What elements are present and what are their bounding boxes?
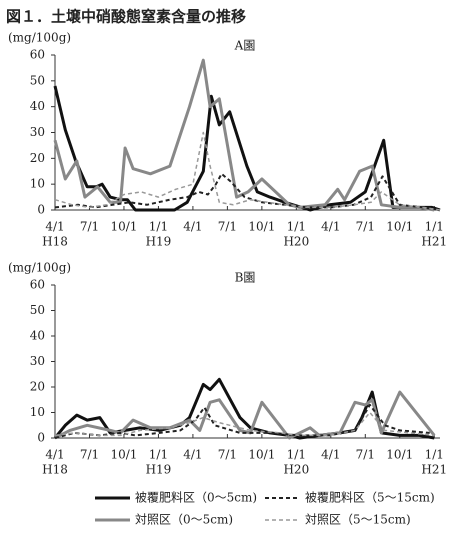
y-axis-label: (mg/100g) (8, 31, 71, 45)
y-tick-label: 50 (30, 73, 45, 87)
series-line (53, 58, 435, 212)
year-label: H18 (42, 235, 68, 249)
x-tick-label: 4/1 (321, 220, 340, 234)
y-tick-label: 40 (30, 99, 45, 113)
panel-title: B園 (235, 271, 256, 285)
year-label: H21 (421, 235, 447, 249)
legend-label: 対照区（5～15cm) (305, 513, 411, 527)
y-tick-label: 20 (30, 380, 45, 394)
y-tick-label: 20 (30, 151, 45, 165)
legend-label: 対照区（0～5cm) (135, 513, 233, 527)
year-label: H20 (283, 463, 309, 477)
y-tick-label: 30 (30, 125, 45, 139)
panel-title: A園 (234, 39, 256, 53)
x-tick-label: 4/1 (183, 220, 202, 234)
figure-title: 図１．土壌中硝酸態窒素含量の推移 (6, 8, 246, 26)
x-tick-label: 7/1 (218, 220, 237, 234)
x-tick-label: 7/1 (80, 448, 99, 462)
series-line (53, 85, 441, 212)
x-tick-label: 10/1 (386, 448, 413, 462)
x-tick-label: 1/1 (425, 448, 444, 462)
y-tick-label: 30 (30, 354, 45, 368)
x-tick-label: 7/1 (356, 448, 375, 462)
x-tick-label: 4/1 (183, 448, 202, 462)
y-tick-label: 50 (30, 303, 45, 317)
year-label: H19 (146, 235, 172, 249)
year-label: H21 (421, 463, 447, 477)
x-tick-label: 1/1 (425, 220, 444, 234)
legend-label: 被覆肥料区（0～5cm) (135, 491, 257, 505)
y-tick-label: 10 (30, 405, 45, 419)
year-label: H18 (42, 463, 68, 477)
x-tick-label: 10/1 (386, 220, 413, 234)
x-tick-label: 10/1 (248, 448, 275, 462)
series-line (54, 403, 430, 439)
x-tick-label: 10/1 (248, 220, 275, 234)
y-tick-label: 60 (30, 48, 45, 62)
x-tick-label: 1/1 (287, 448, 306, 462)
x-tick-label: 4/1 (45, 220, 64, 234)
y-tick-label: 0 (37, 431, 45, 445)
x-tick-label: 4/1 (321, 448, 340, 462)
y-axis-label: (mg/100g) (8, 261, 71, 275)
legend-label: 被覆肥料区（5～15cm) (305, 491, 435, 505)
x-tick-label: 1/1 (149, 448, 168, 462)
x-tick-label: 7/1 (356, 220, 375, 234)
series-line (53, 377, 435, 440)
y-tick-label: 0 (37, 203, 45, 217)
x-tick-label: 1/1 (149, 220, 168, 234)
series-line (54, 172, 441, 211)
y-tick-label: 60 (30, 278, 45, 292)
x-tick-label: 4/1 (45, 448, 64, 462)
year-label: H20 (283, 235, 309, 249)
x-tick-label: 7/1 (218, 448, 237, 462)
x-tick-label: 7/1 (80, 220, 99, 234)
x-tick-label: 1/1 (287, 220, 306, 234)
y-tick-label: 10 (30, 177, 45, 191)
y-tick-label: 40 (30, 329, 45, 343)
series-line (54, 411, 435, 437)
x-tick-label: 10/1 (110, 220, 137, 234)
series-line (54, 131, 441, 211)
year-label: H19 (146, 463, 172, 477)
x-tick-label: 10/1 (110, 448, 137, 462)
